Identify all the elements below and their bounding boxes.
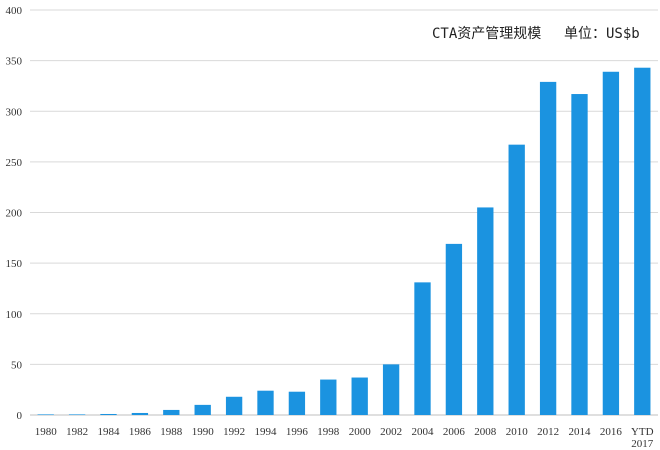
bar — [351, 377, 368, 415]
x-tick-label: 2010 — [506, 426, 529, 438]
bar — [131, 412, 149, 415]
bar — [320, 379, 337, 415]
x-tick-label: 2012 — [537, 426, 559, 438]
bar — [382, 364, 400, 415]
x-tick-label: 1982 — [66, 426, 88, 438]
y-tick-label: 250 — [6, 157, 23, 169]
x-tick-label: 2017 — [631, 438, 654, 450]
x-tick-label: 1984 — [98, 426, 121, 438]
label-layer: 0 50 100 150 200 250 300 350 400 1980 1982 1984 1986… — [6, 5, 654, 450]
x-tick-label: 1998 — [317, 426, 340, 438]
y-tick-label: 200 — [6, 208, 23, 220]
x-tick-label: YTD — [631, 426, 654, 438]
x-tick-label: 2014 — [569, 426, 592, 438]
x-tick-label: 1986 — [129, 426, 152, 438]
y-tick-label: 100 — [6, 309, 23, 321]
x-tick-label: 1994 — [255, 426, 278, 438]
x-tick-label: 1996 — [286, 426, 309, 438]
x-tick-label: 2008 — [474, 426, 497, 438]
bar — [445, 243, 463, 415]
bar — [163, 409, 180, 415]
bar-layer — [37, 67, 651, 416]
bar — [288, 391, 306, 415]
y-tick-label: 150 — [6, 258, 23, 270]
y-tick-label: 0 — [17, 410, 23, 422]
y-tick-label: 400 — [6, 5, 23, 17]
x-tick-label: 1988 — [160, 426, 183, 438]
chart-unit-label: 单位：US$b — [564, 26, 640, 42]
x-tick-label: 2002 — [380, 426, 402, 438]
bar — [257, 390, 274, 415]
bar — [477, 207, 494, 415]
chart-title: CTA资产管理规模 — [432, 26, 541, 42]
x-tick-label: 2016 — [600, 426, 623, 438]
bar — [37, 414, 54, 415]
y-tick-label: 50 — [11, 359, 23, 371]
bar — [225, 396, 243, 415]
y-tick-label: 350 — [6, 56, 23, 68]
x-tick-label: 2000 — [349, 426, 372, 438]
y-tick-label: 300 — [6, 106, 23, 118]
bar — [100, 413, 117, 415]
bar — [194, 404, 211, 415]
bar — [414, 282, 431, 415]
bar — [571, 94, 588, 415]
x-tick-label: 2004 — [412, 426, 435, 438]
bar — [634, 67, 651, 416]
bar — [602, 71, 620, 415]
x-tick-label: 1990 — [192, 426, 215, 438]
bar — [508, 144, 525, 415]
x-tick-label: 2006 — [443, 426, 466, 438]
x-tick-label: 1992 — [223, 426, 245, 438]
x-tick-label: 1980 — [35, 426, 58, 438]
bar — [68, 414, 86, 415]
grid-layer — [30, 9, 658, 416]
bar — [539, 81, 557, 415]
